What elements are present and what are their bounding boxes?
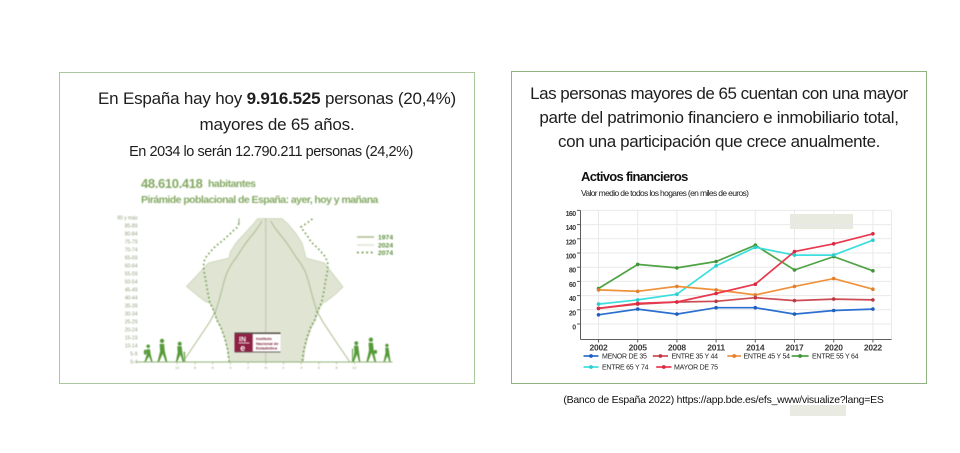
svg-text:5-9: 5-9 bbox=[130, 352, 137, 358]
svg-text:2002: 2002 bbox=[589, 343, 608, 353]
svg-text:Instituto: Instituto bbox=[256, 336, 272, 341]
svg-text:8: 8 bbox=[194, 365, 197, 370]
svg-text:35-39: 35-39 bbox=[125, 304, 138, 310]
svg-text:40-44: 40-44 bbox=[125, 296, 138, 302]
svg-text:Pirámide poblacional de España: Pirámide poblacional de España: ayer, ho… bbox=[141, 194, 379, 206]
svg-text:75-79: 75-79 bbox=[125, 240, 138, 246]
svg-text:habitantes: habitantes bbox=[208, 178, 256, 190]
svg-text:25-29: 25-29 bbox=[125, 320, 138, 326]
svg-text:20-24: 20-24 bbox=[125, 328, 138, 334]
svg-text:60-64: 60-64 bbox=[125, 264, 138, 270]
svg-text:ENTRE 55 Y 64: ENTRE 55 Y 64 bbox=[812, 354, 859, 361]
svg-text:ENTRE 35 Y 44: ENTRE 35 Y 44 bbox=[672, 354, 719, 361]
svg-text:80: 80 bbox=[569, 268, 576, 275]
svg-text:Estadística: Estadística bbox=[256, 346, 278, 351]
svg-text:140: 140 bbox=[566, 225, 577, 232]
svg-text:2014: 2014 bbox=[746, 343, 765, 353]
svg-text:45-49: 45-49 bbox=[125, 288, 138, 294]
svg-text:2074: 2074 bbox=[378, 250, 393, 257]
svg-text:50-54: 50-54 bbox=[125, 280, 138, 286]
svg-text:70-74: 70-74 bbox=[125, 248, 138, 254]
svg-text:ENTRE 45 Y 54: ENTRE 45 Y 54 bbox=[744, 354, 791, 361]
svg-text:30-34: 30-34 bbox=[125, 312, 138, 318]
svg-text:60: 60 bbox=[569, 282, 576, 289]
svg-text:MAYOR DE 75: MAYOR DE 75 bbox=[674, 364, 718, 371]
svg-text:10: 10 bbox=[175, 365, 180, 370]
svg-text:Activos financieros: Activos financieros bbox=[581, 169, 688, 184]
svg-text:48.610.418: 48.610.418 bbox=[141, 176, 203, 191]
svg-text:120: 120 bbox=[566, 239, 577, 246]
svg-text:Valor medio de todos los hogar: Valor medio de todos los hogares (en mil… bbox=[581, 188, 749, 198]
svg-text:80-84: 80-84 bbox=[125, 232, 138, 238]
svg-text:4: 4 bbox=[300, 365, 303, 370]
svg-text:MENOR DE 35: MENOR DE 35 bbox=[602, 354, 647, 361]
svg-text:65-69: 65-69 bbox=[125, 256, 138, 262]
svg-text:0-4: 0-4 bbox=[130, 360, 137, 366]
svg-text:15-19: 15-19 bbox=[125, 336, 138, 342]
svg-text:10-14: 10-14 bbox=[125, 344, 138, 350]
svg-text:55-59: 55-59 bbox=[125, 272, 138, 278]
svg-text:85-89: 85-89 bbox=[125, 224, 138, 230]
svg-text:90 y más: 90 y más bbox=[117, 216, 138, 222]
svg-text:6: 6 bbox=[318, 365, 321, 370]
svg-text:2024: 2024 bbox=[378, 243, 393, 250]
svg-text:8: 8 bbox=[335, 365, 338, 370]
svg-text:2011: 2011 bbox=[707, 343, 725, 353]
svg-text:40: 40 bbox=[569, 296, 576, 303]
svg-text:2017: 2017 bbox=[785, 343, 804, 353]
svg-text:0: 0 bbox=[572, 325, 576, 332]
svg-text:2008: 2008 bbox=[668, 343, 687, 353]
svg-text:e: e bbox=[240, 343, 245, 353]
svg-text:2022: 2022 bbox=[864, 343, 883, 353]
svg-text:6: 6 bbox=[212, 365, 215, 370]
svg-text:4: 4 bbox=[229, 365, 232, 370]
svg-text:ENTRE 65 Y 74: ENTRE 65 Y 74 bbox=[602, 364, 649, 371]
svg-text:1974: 1974 bbox=[378, 235, 393, 242]
svg-text:%: % bbox=[264, 365, 268, 370]
svg-text:100: 100 bbox=[566, 254, 577, 261]
svg-text:10: 10 bbox=[352, 365, 357, 370]
svg-text:IN: IN bbox=[239, 337, 246, 344]
svg-text:2: 2 bbox=[247, 365, 250, 370]
svg-text:2020: 2020 bbox=[825, 343, 844, 353]
svg-text:160: 160 bbox=[566, 211, 577, 218]
svg-text:Nacional de: Nacional de bbox=[256, 341, 279, 346]
svg-text:2005: 2005 bbox=[629, 343, 648, 353]
svg-text:2: 2 bbox=[282, 365, 285, 370]
svg-text:20: 20 bbox=[569, 310, 576, 317]
